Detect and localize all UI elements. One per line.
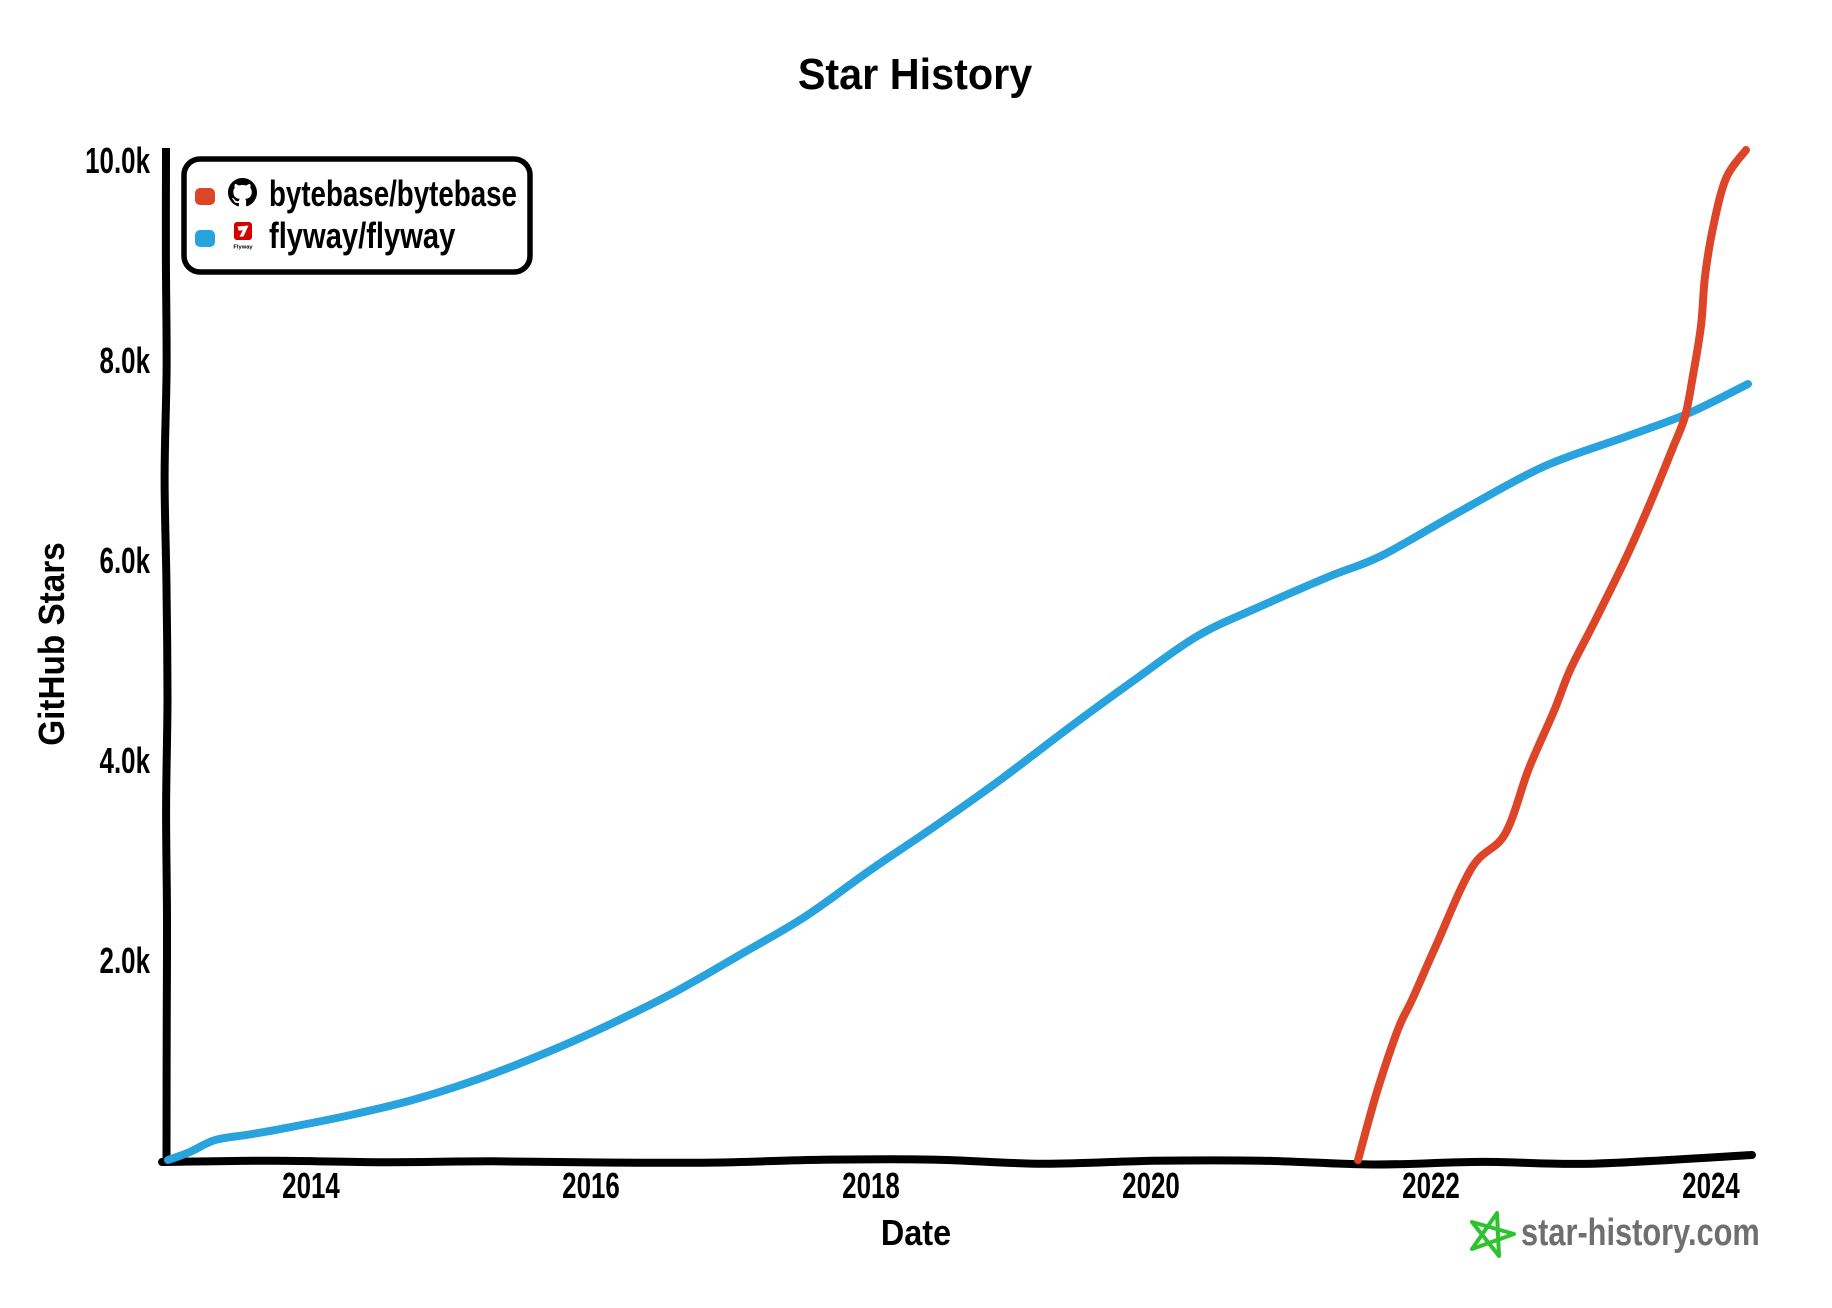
svg-text:2018: 2018 (842, 1166, 900, 1206)
svg-text:2.0k: 2.0k (100, 941, 151, 981)
svg-text:bytebase/bytebase: bytebase/bytebase (269, 174, 517, 214)
svg-text:2022: 2022 (1402, 1166, 1460, 1206)
svg-text:flyway/flyway: flyway/flyway (269, 215, 456, 256)
svg-text:6.0k: 6.0k (100, 541, 151, 581)
svg-text:2024: 2024 (1682, 1166, 1740, 1206)
svg-text:GitHub Stars: GitHub Stars (33, 542, 72, 745)
svg-text:star-history.com: star-history.com (1521, 1212, 1760, 1254)
svg-text:10.0k: 10.0k (85, 141, 150, 181)
svg-text:2020: 2020 (1122, 1166, 1180, 1206)
svg-text:2014: 2014 (282, 1166, 340, 1206)
svg-text:4.0k: 4.0k (100, 741, 151, 781)
svg-text:Date: Date (881, 1213, 951, 1253)
svg-text:Flyway: Flyway (233, 245, 253, 251)
svg-text:8.0k: 8.0k (100, 341, 151, 381)
svg-text:Star History: Star History (798, 50, 1033, 99)
svg-text:2016: 2016 (562, 1166, 620, 1206)
